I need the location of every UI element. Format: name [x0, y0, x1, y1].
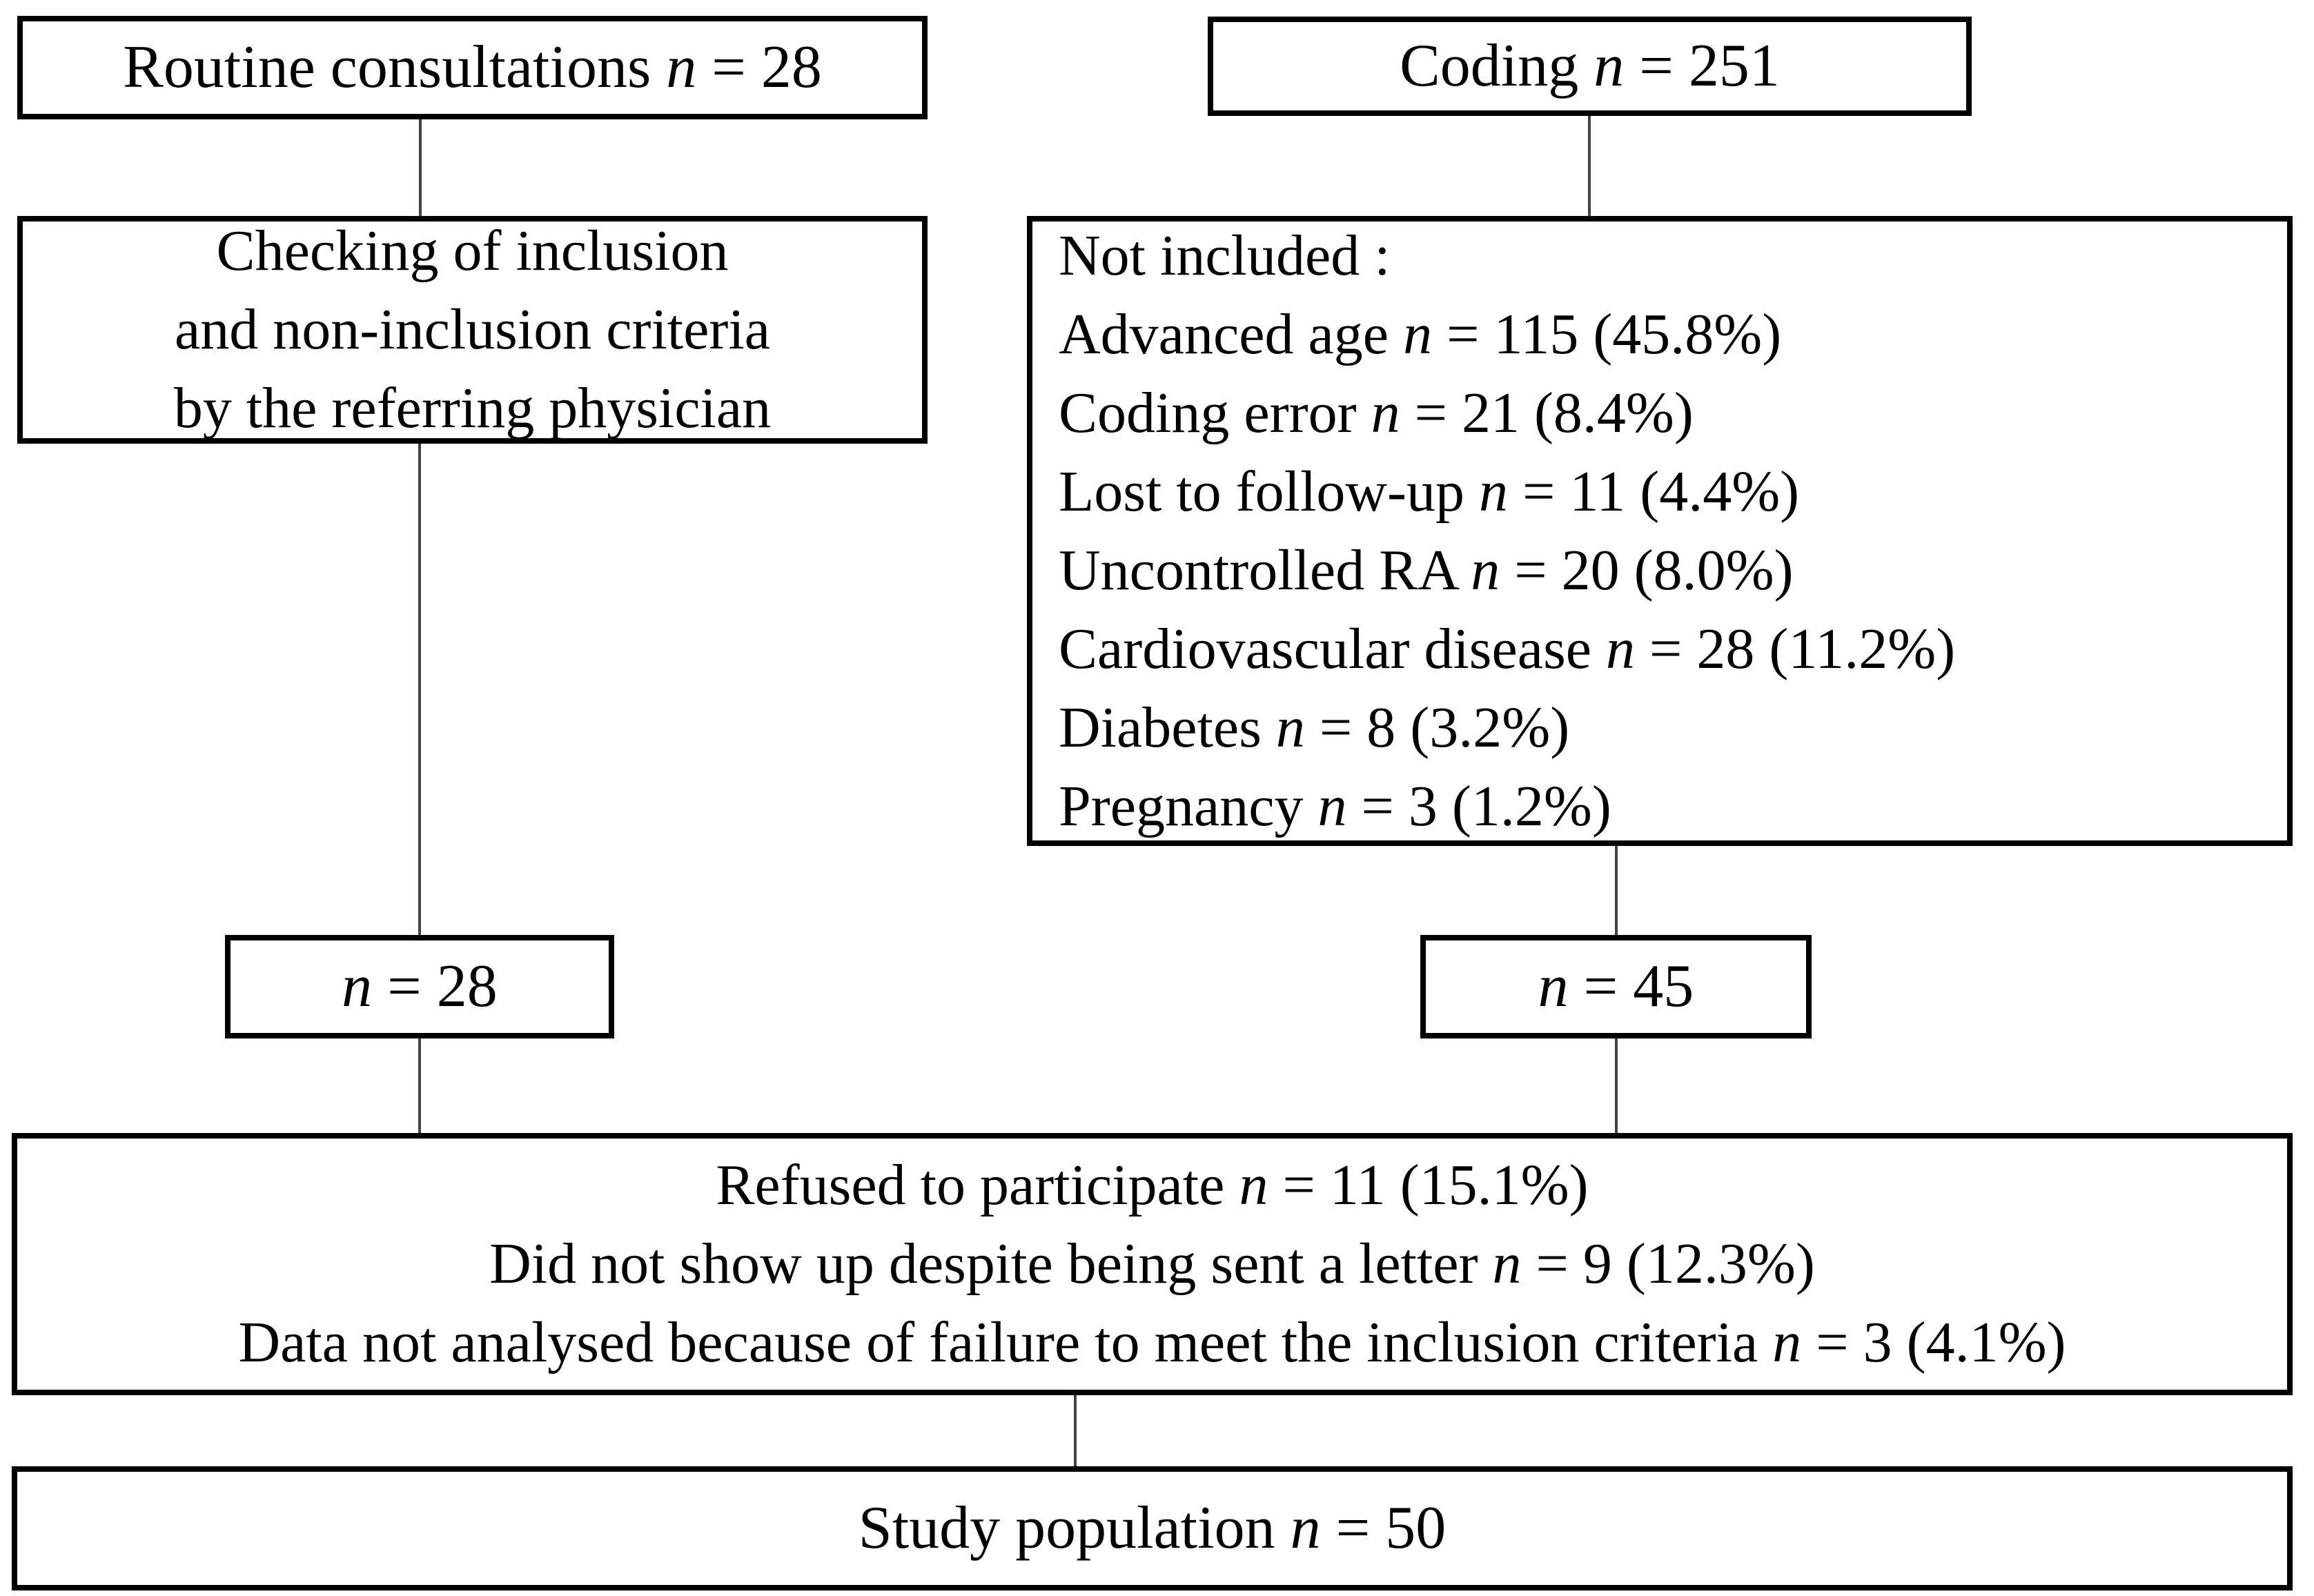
- box-routine-consultations: Routine consultations n = 28: [17, 16, 928, 119]
- not-included-line: Pregnancy n = 3 (1.2%): [1059, 774, 1611, 838]
- connector-checking-to-n28: [418, 442, 421, 936]
- not-included-line: Lost to follow-up n = 11 (4.4%): [1059, 459, 1800, 524]
- not-included-line: Coding error n = 21 (8.4%): [1059, 380, 1694, 445]
- box-n28-label: n = 28: [342, 953, 498, 1020]
- box-routine-consultations-label: Routine consultations n = 28: [123, 34, 822, 101]
- box-checking-criteria: Checking of inclusion and non-inclusion …: [17, 216, 928, 444]
- connector-coding-to-notincluded: [1588, 115, 1591, 217]
- not-included-line: Cardiovascular disease n = 28 (11.2%): [1059, 616, 1956, 681]
- box-not-included: Not included : Advanced age n = 115 (45.…: [1027, 216, 2293, 846]
- not-included-header: Not included :: [1059, 223, 1391, 288]
- box-study-population-label: Study population n = 50: [858, 1495, 1447, 1561]
- not-included-line: Uncontrolled RA n = 20 (8.0%): [1059, 538, 1794, 602]
- box-n28: n = 28: [225, 935, 614, 1038]
- box-exclusions: Refused to participate n = 11 (15.1%) Di…: [12, 1133, 2293, 1395]
- box-coding-label: Coding n = 251: [1400, 32, 1780, 99]
- exclusions-line: Refused to participate n = 11 (15.1%): [716, 1153, 1589, 1217]
- box-n45-label: n = 45: [1538, 953, 1694, 1020]
- connector-n28-to-exclusions: [418, 1037, 421, 1134]
- box-n45: n = 45: [1420, 935, 1812, 1038]
- connector-routine-to-checking: [419, 117, 422, 217]
- not-included-line: Advanced age n = 115 (45.8%): [1059, 302, 1782, 366]
- connector-exclusions-to-population: [1074, 1394, 1077, 1468]
- connector-n45-to-exclusions: [1615, 1037, 1618, 1134]
- exclusions-line: Did not show up despite being sent a let…: [489, 1232, 1815, 1296]
- connector-notincluded-to-n45: [1615, 845, 1618, 936]
- not-included-line: Diabetes n = 8 (3.2%): [1059, 695, 1570, 760]
- checking-line: by the referring physician: [173, 376, 772, 440]
- checking-line: and non-inclusion criteria: [174, 297, 771, 362]
- checking-line: Checking of inclusion: [216, 219, 729, 283]
- box-study-population: Study population n = 50: [12, 1466, 2293, 1590]
- box-coding: Coding n = 251: [1208, 17, 1972, 116]
- exclusions-line: Data not analysed because of failure to …: [238, 1310, 2066, 1375]
